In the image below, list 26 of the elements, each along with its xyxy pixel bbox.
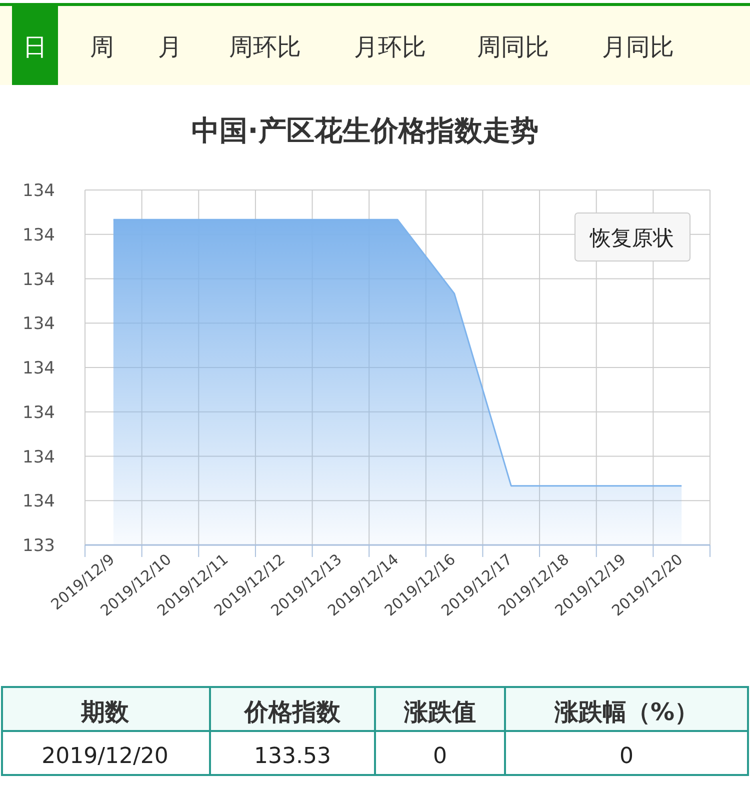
text: 涨跌幅（%） — [553, 698, 699, 726]
chart-title: 中国·产区花生价格指数走势 — [192, 114, 538, 147]
y-tick-label: 134 — [22, 314, 55, 334]
text: 周同比 — [477, 33, 549, 61]
y-tick-label: 134 — [22, 447, 55, 468]
y-tick-label: 134 — [22, 492, 55, 512]
text: 2019/12/20 — [42, 744, 168, 769]
annotation: 恢复原状 — [589, 226, 674, 250]
y-tick-label: 134 — [22, 402, 55, 423]
y-tick-label: 134 — [22, 225, 55, 246]
y-tick-label: 134 — [22, 270, 55, 290]
text: 周 — [90, 33, 114, 61]
text: 月环比 — [354, 33, 426, 61]
text: 涨跌值 — [403, 698, 476, 726]
text: 0 — [620, 744, 634, 769]
text: 月同比 — [602, 33, 674, 61]
text: 0 — [433, 744, 447, 769]
text: 价格指数 — [244, 698, 342, 726]
y-tick-label: 134 — [22, 358, 55, 378]
text: 期数 — [80, 698, 130, 726]
y-tick-label: 134 — [22, 181, 55, 201]
text: 周环比 — [229, 33, 301, 61]
text: 月 — [158, 33, 182, 61]
y-tick-label: 133 — [22, 536, 55, 556]
text: 日 — [23, 33, 47, 61]
text: 133.53 — [254, 744, 331, 769]
